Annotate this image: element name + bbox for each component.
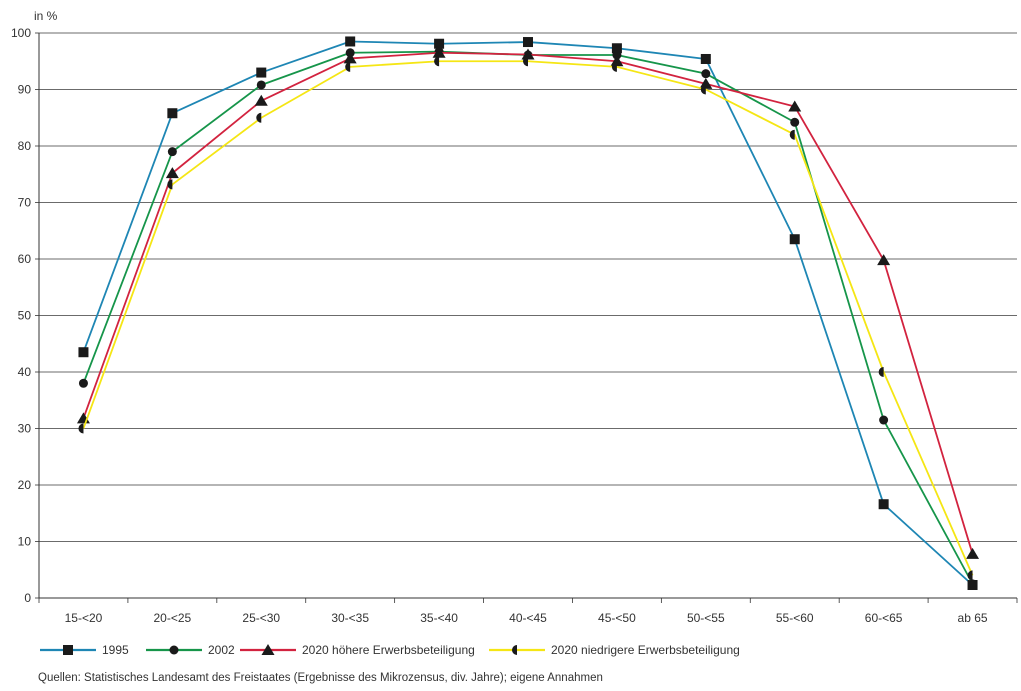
x-tick-label: 55-<60	[776, 611, 814, 625]
series-line	[82, 40, 974, 586]
data-point-square	[878, 499, 889, 510]
series-line	[82, 60, 974, 576]
data-point-circle	[169, 645, 179, 655]
data-point-triangle	[432, 46, 446, 58]
data-point-triangle	[877, 254, 891, 266]
data-point-circle	[701, 69, 711, 79]
data-point-halfcircle	[967, 570, 973, 581]
data-point-halfcircle	[256, 112, 262, 123]
line-chart: in % 0 10 20 30 40 50 60 70 80 90 100 15-<20 20-<25…	[11, 9, 1018, 657]
y-tick-label: 20	[18, 478, 32, 492]
data-point-triangle	[343, 52, 357, 64]
data-point-halfcircle	[611, 61, 617, 72]
y-tick-label: 0	[24, 591, 31, 605]
y-tick-label: 80	[18, 139, 32, 153]
data-point-square	[256, 67, 267, 78]
data-point-halfcircle	[512, 645, 517, 655]
data-point-circle	[256, 80, 266, 90]
x-tick-label: 50-<55	[687, 611, 725, 625]
x-tick-label: 60-<65	[865, 611, 903, 625]
y-tick-label: 10	[18, 535, 32, 549]
source-note: Quellen: Statistisches Landesamt des Fre…	[38, 672, 603, 684]
legend-label: 1995	[102, 643, 129, 657]
series-1	[78, 36, 978, 591]
series-4	[78, 56, 974, 581]
legend: 1995 2002 2020 höhere Erwerbsbeteiligung 20…	[40, 643, 740, 657]
data-point-circle	[968, 579, 978, 589]
data-point-circle	[167, 147, 177, 157]
data-point-square	[789, 234, 800, 245]
y-tick-label: 70	[18, 196, 32, 210]
data-point-halfcircle	[78, 423, 84, 434]
x-tick-label: ab 65	[958, 611, 988, 625]
data-point-circle	[790, 117, 800, 127]
y-tick-label: 60	[18, 252, 32, 266]
x-tick-label: 25-<30	[242, 611, 280, 625]
y-tick-label: 40	[18, 365, 32, 379]
y-tick-label: 30	[18, 422, 32, 436]
data-point-halfcircle	[345, 61, 351, 72]
data-point-triangle	[165, 167, 179, 179]
data-point-square	[700, 53, 711, 64]
x-tick-label: 20-<25	[154, 611, 192, 625]
legend-label: 2020 niedrigere Erwerbsbeteiligung	[551, 643, 740, 657]
data-point-triangle	[521, 48, 535, 60]
x-tick-label: 40-<45	[509, 611, 547, 625]
x-tick-label: 15-<20	[65, 611, 103, 625]
series-3	[76, 46, 980, 559]
data-point-square	[63, 645, 73, 655]
data-point-triangle	[966, 547, 980, 559]
y-axis-unit-label: in %	[34, 9, 58, 23]
data-point-halfcircle	[700, 84, 706, 95]
legend-item-4: 2020 niedrigere Erwerbsbeteiligung	[489, 643, 740, 657]
data-point-square	[611, 43, 622, 54]
data-point-circle	[612, 50, 622, 60]
data-point-triangle	[261, 644, 275, 655]
x-axis-ticks: 15-<20 20-<25 25-<30 30-<35 35-<40 40-<45 45-<…	[38, 598, 1018, 625]
legend-label: 2002	[208, 643, 235, 657]
series-layer	[76, 36, 980, 591]
series-2	[78, 47, 978, 589]
data-point-halfcircle	[789, 129, 795, 140]
legend-item-2: 2002	[146, 643, 235, 657]
data-point-square	[78, 347, 89, 358]
y-axis-ticks: 0 10 20 30 40 50 60 70 80 90 100	[11, 26, 39, 605]
gridlines	[39, 32, 1017, 542]
data-point-triangle	[788, 100, 802, 112]
series-line	[82, 50, 974, 585]
data-point-halfcircle	[878, 367, 884, 377]
y-tick-label: 90	[18, 83, 32, 97]
x-tick-label: 45-<50	[598, 611, 636, 625]
data-point-triangle	[254, 94, 268, 106]
legend-item-3: 2020 höhere Erwerbsbeteiligung	[240, 643, 475, 657]
data-point-circle	[78, 378, 88, 388]
legend-item-1: 1995	[40, 643, 129, 657]
x-tick-label: 35-<40	[420, 611, 458, 625]
data-point-square	[345, 36, 356, 47]
y-tick-label: 50	[18, 309, 32, 323]
data-point-square	[523, 37, 533, 48]
legend-label: 2020 höhere Erwerbsbeteiligung	[302, 643, 475, 657]
data-point-square	[434, 38, 445, 49]
data-point-halfcircle	[523, 56, 528, 67]
y-tick-label: 100	[11, 26, 31, 40]
data-point-square	[167, 108, 178, 119]
data-point-circle	[879, 415, 889, 425]
data-point-halfcircle	[167, 179, 173, 190]
series-line	[82, 51, 974, 555]
data-point-halfcircle	[434, 56, 440, 67]
x-tick-label: 30-<35	[331, 611, 369, 625]
